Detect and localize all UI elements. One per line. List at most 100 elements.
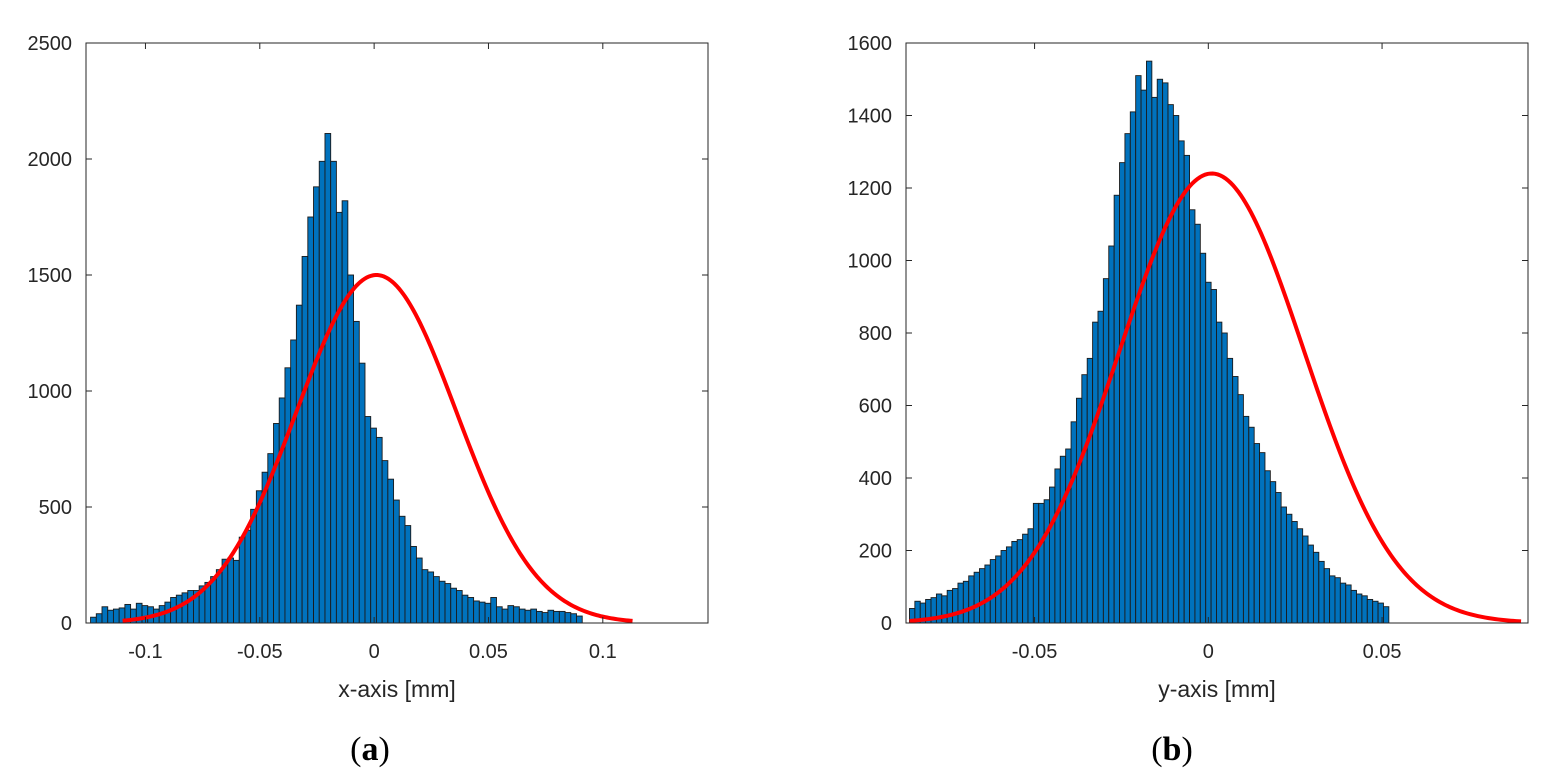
bars-b [909, 60, 1390, 624]
histogram-bar-b-83 [1356, 593, 1363, 624]
histogram-bar-a-33 [278, 397, 286, 624]
histogram-bar-a-65 [461, 594, 469, 624]
histogram-bar-b-34 [1092, 321, 1099, 624]
y-tick-label-a-2: 1000 [28, 381, 73, 403]
x-tick-label-a-0: -0.1 [128, 641, 162, 663]
histogram-bar-a-67 [473, 600, 480, 624]
histogram-bar-b-49 [1172, 115, 1180, 624]
histogram-bar-a-52 [387, 478, 395, 624]
y-tick-label-b-7: 1400 [848, 106, 893, 128]
histogram-bar-b-82 [1350, 589, 1357, 624]
histogram-bar-b-66 [1264, 470, 1271, 624]
histogram-bar-a-53 [393, 499, 400, 624]
histogram-bar-a-84 [570, 613, 577, 624]
histogram-bar-b-81 [1345, 584, 1352, 624]
histogram-bar-b-23 [1032, 502, 1040, 624]
y-ticks-a: 0 500 1000 1500 2000 2500 [28, 33, 708, 635]
histogram-bar-a-78 [536, 610, 543, 624]
histogram-bar-a-54 [398, 515, 406, 624]
histogram-bar-a-66 [467, 597, 475, 624]
histogram-bar-b-31 [1075, 397, 1083, 624]
histogram-bar-b-58 [1221, 332, 1228, 624]
histogram-bar-b-11 [968, 575, 975, 624]
histogram-bar-a-68 [478, 601, 486, 624]
histogram-bar-b-73 [1302, 535, 1309, 624]
histogram-bar-a-34 [284, 367, 292, 624]
histogram-bar-b-77 [1323, 568, 1331, 624]
histogram-bar-b-51 [1183, 154, 1191, 624]
histogram-bar-a-72 [501, 608, 509, 624]
histogram-bar-a-3 [107, 609, 114, 624]
histogram-bar-b-42 [1135, 75, 1142, 624]
histogram-bar-a-16 [181, 592, 189, 624]
histogram-bar-b-6 [941, 595, 948, 624]
histogram-bar-b-26 [1049, 486, 1056, 624]
plot-frame-a [85, 42, 709, 624]
histogram-bar-a-57 [415, 557, 423, 624]
histogram-bar-a-1 [95, 613, 103, 624]
histogram-bar-a-45 [347, 274, 354, 624]
histogram-bar-b-38 [1113, 194, 1120, 624]
histogram-bar-a-37 [301, 255, 309, 624]
histogram-bar-b-9 [957, 582, 964, 624]
histogram-bar-a-17 [187, 590, 194, 624]
x-tick-label-a-1: -0.05 [237, 641, 283, 663]
histogram-bar-a-40 [318, 160, 326, 624]
x-tick-label-b-1: 0 [1203, 641, 1214, 663]
histogram-bar-a-43 [335, 211, 343, 624]
histogram-bar-a-24 [227, 557, 234, 624]
histogram-bar-a-63 [450, 587, 457, 624]
histogram-bar-b-56 [1210, 289, 1217, 624]
histogram-bar-b-41 [1129, 111, 1137, 624]
histogram-bar-b-39 [1119, 162, 1126, 624]
histogram-bar-b-32 [1081, 374, 1088, 624]
histogram-bar-a-39 [313, 186, 320, 624]
histogram-bar-b-55 [1205, 281, 1212, 624]
panel-label-b: (b) [1151, 731, 1193, 768]
x-ticks-a: -0.1 -0.05 0 0.05 0.1 [128, 43, 617, 663]
histogram-bar-a-55 [404, 525, 412, 624]
histogram-bar-a-47 [358, 362, 366, 624]
histogram-bar-a-44 [341, 200, 349, 624]
histogram-bar-b-45 [1151, 96, 1158, 624]
histogram-bar-a-77 [530, 608, 537, 624]
histogram-bar-a-60 [433, 576, 440, 624]
x-tick-label-a-2: 0 [369, 641, 380, 663]
histogram-bar-b-14 [984, 564, 991, 624]
histogram-bar-b-64 [1253, 443, 1261, 624]
histogram-bar-b-65 [1259, 452, 1266, 624]
x-tick-label-b-0: -0.05 [1012, 641, 1058, 663]
y-tick-label-b-4: 800 [859, 323, 892, 345]
histogram-bar-b-80 [1339, 582, 1347, 624]
histogram-bar-a-76 [524, 609, 532, 624]
x-tick-label-b-2: 0.05 [1363, 641, 1402, 663]
histogram-bar-a-35 [290, 339, 297, 624]
histogram-bar-a-2 [101, 606, 109, 624]
histogram-bar-b-67 [1269, 481, 1277, 624]
histogram-bar-b-72 [1296, 528, 1304, 624]
histogram-bar-b-47 [1162, 82, 1169, 624]
gaussian-fit-line-b [909, 171, 1522, 624]
histogram-bar-a-38 [307, 216, 314, 624]
histogram-bar-b-70 [1286, 513, 1293, 624]
histogram-bar-a-83 [564, 612, 572, 624]
histogram-bar-b-7 [946, 589, 954, 624]
histogram-bar-b-20 [1016, 539, 1024, 624]
histogram-bar-b-59 [1226, 357, 1234, 624]
histogram-bar-b-46 [1156, 78, 1164, 624]
histogram-bar-b-74 [1307, 544, 1314, 624]
x-tick-label-a-4: 0.1 [589, 641, 617, 663]
histogram-bar-b-88 [1382, 606, 1390, 624]
histogram-bar-b-30 [1070, 421, 1077, 624]
y-tick-label-a-5: 2500 [28, 33, 73, 55]
histogram-bar-a-49 [370, 427, 377, 624]
histogram-bar-a-56 [410, 545, 417, 624]
histogram-bar-a-48 [364, 416, 372, 624]
histogram-bar-b-62 [1242, 415, 1250, 624]
histogram-bar-b-76 [1318, 560, 1325, 624]
histogram-bar-b-61 [1237, 394, 1244, 624]
x-axis-label-a: x-axis [mm] [338, 676, 456, 702]
histogram-bar-b-12 [973, 571, 980, 624]
x-ticks-b: -0.05 0 0.05 [1012, 43, 1402, 663]
histogram-bar-a-26 [238, 536, 246, 624]
